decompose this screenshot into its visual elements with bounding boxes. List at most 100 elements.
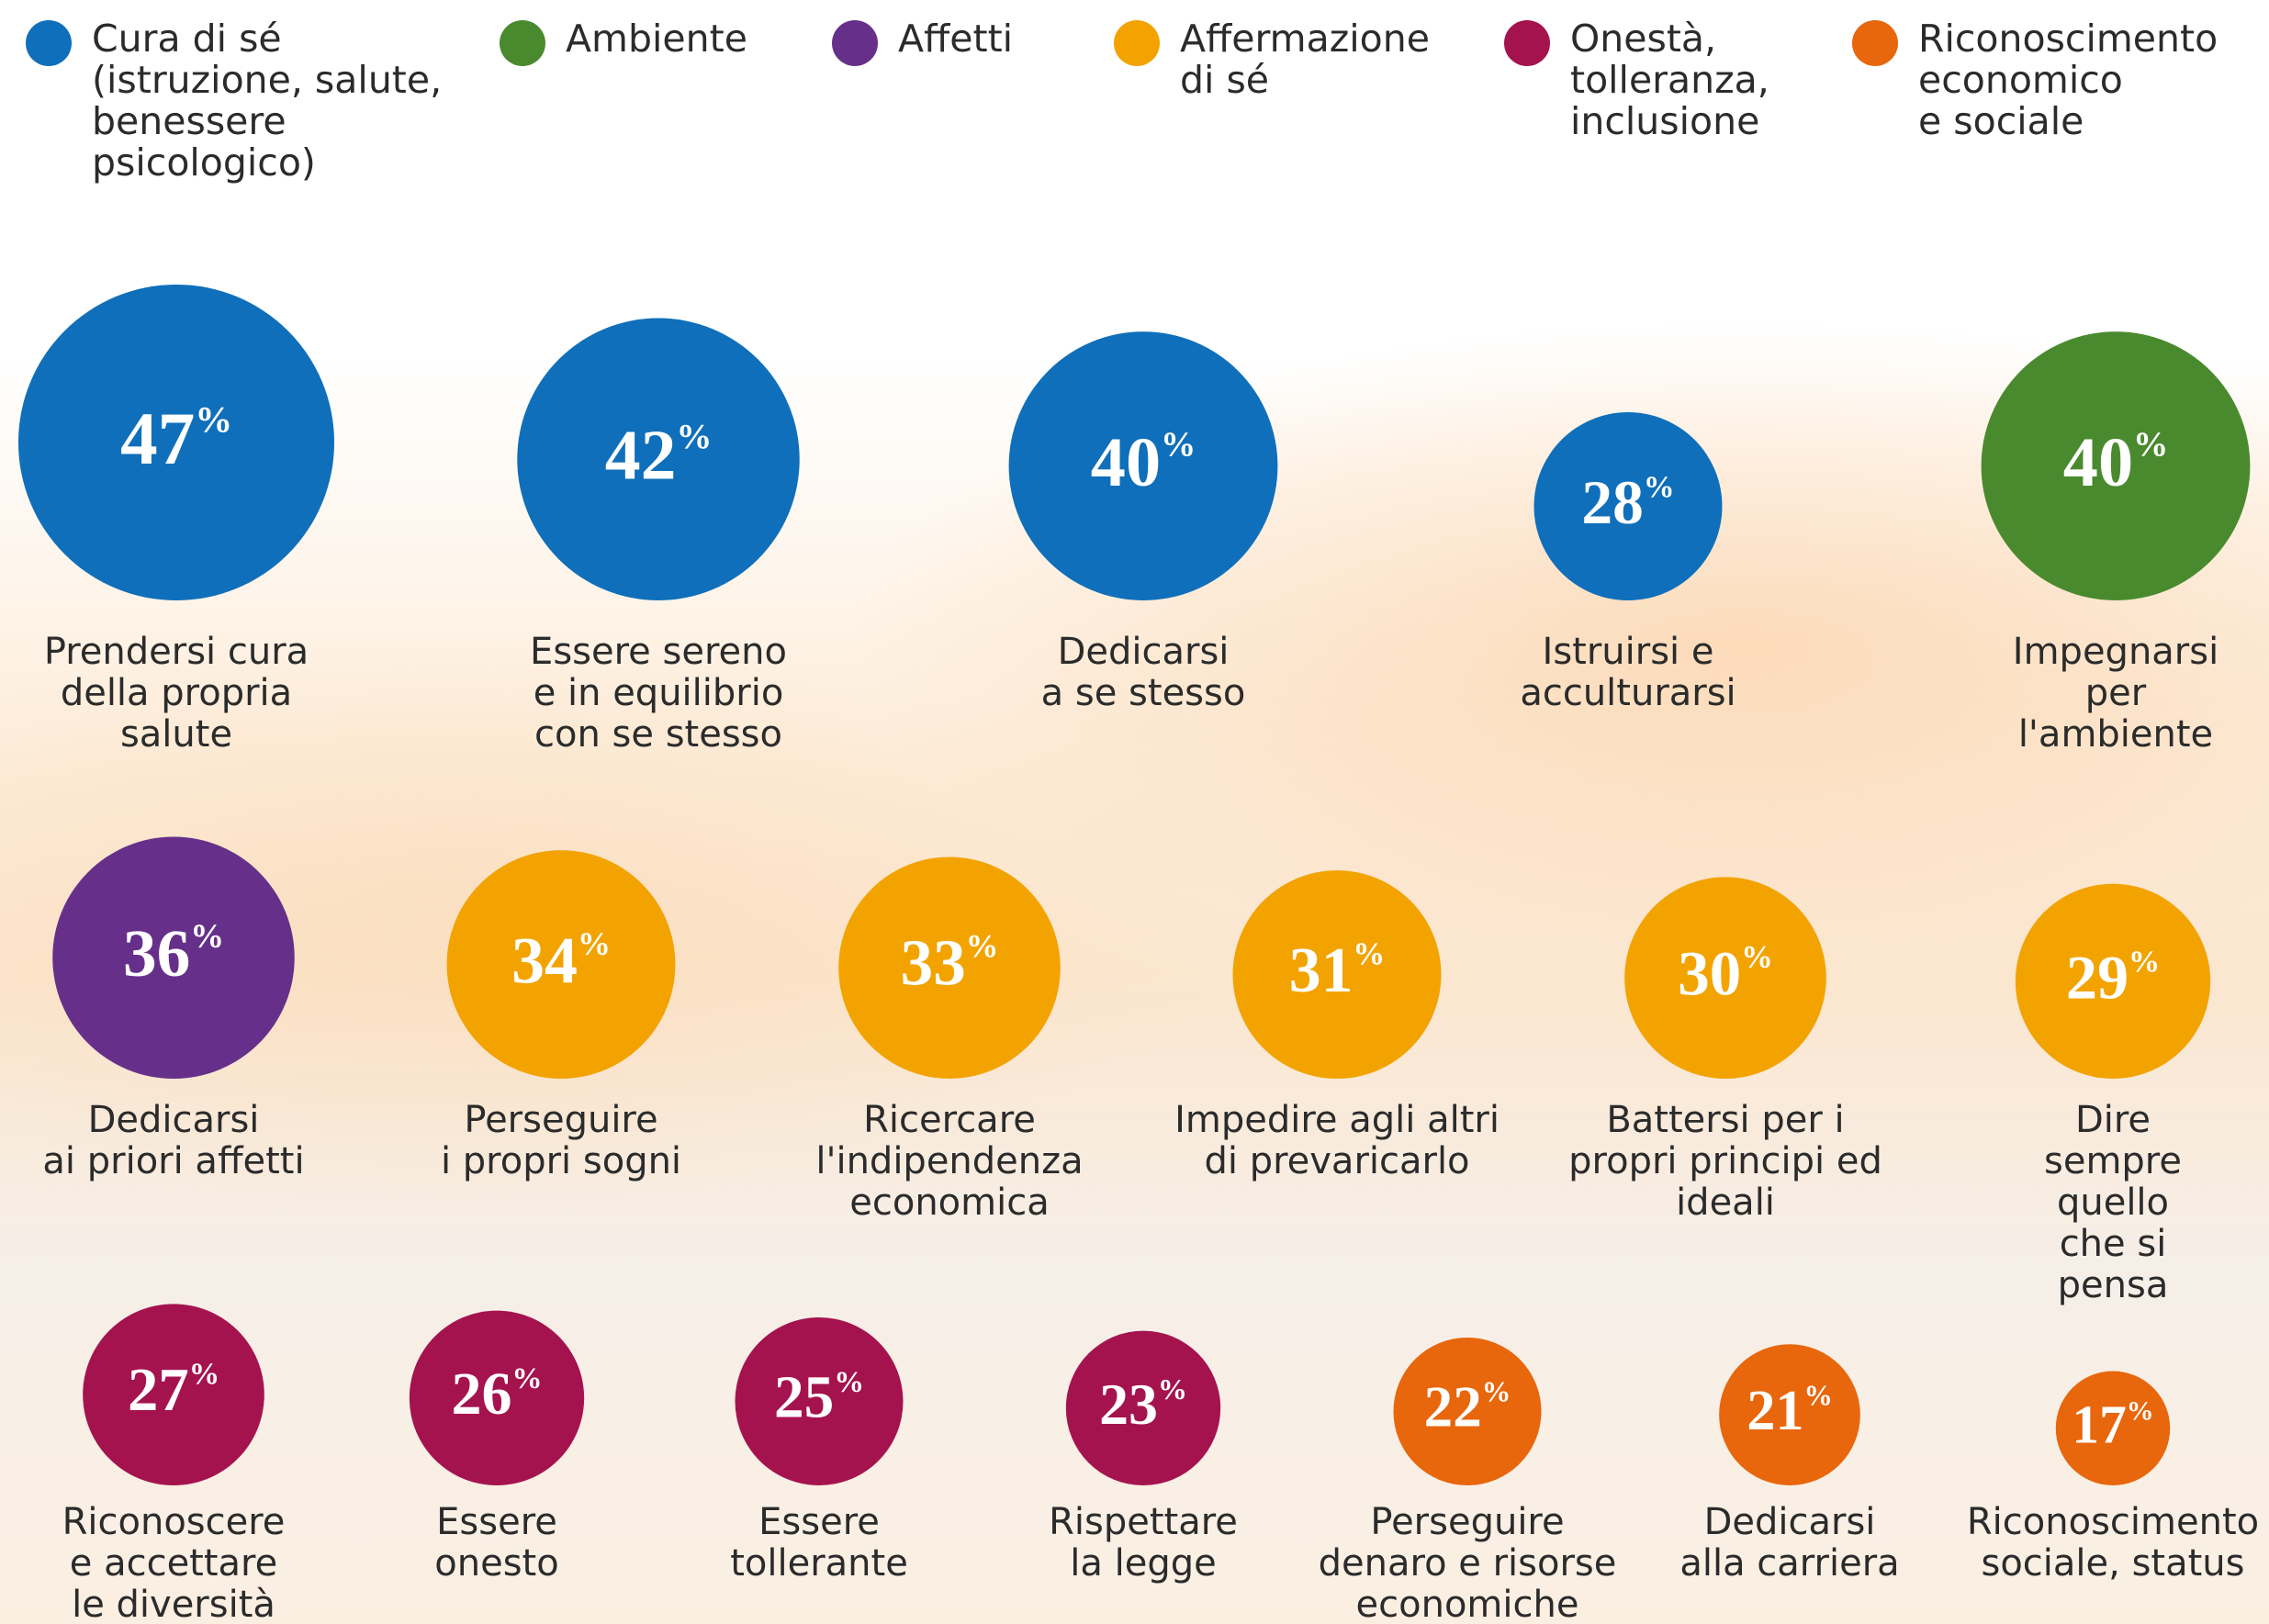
bubble (1065, 1330, 1221, 1485)
value-label: 17% (2072, 1393, 2153, 1456)
value-number: 22 (1423, 1374, 1482, 1439)
legend-dot (1852, 20, 1898, 66)
value-number: 29 (2065, 942, 2129, 1013)
value-label: 21% (1747, 1378, 1833, 1444)
bubble (2015, 883, 2211, 1079)
legend-label: Ambiente (566, 17, 747, 61)
value-label: 27% (128, 1356, 219, 1426)
value-unit: % (834, 1365, 864, 1399)
value-label: 26% (451, 1360, 542, 1429)
value-label: 30% (1678, 938, 1772, 1011)
bubble-label: Prendersi cura della propria salute (43, 631, 309, 756)
value-unit: % (1741, 940, 1773, 976)
bubble-label: Riconoscimento sociale, status (1966, 1501, 2260, 1585)
value-label: 34% (511, 923, 611, 999)
value-number: 34 (511, 924, 578, 998)
value-number: 21 (1747, 1379, 1804, 1443)
bubble-label: Istruirsi e acculturarsi (1520, 631, 1736, 714)
bubble-label: Dedicarsi ai priori affetti (42, 1099, 305, 1182)
bubble (1533, 412, 1723, 600)
bubble (83, 1304, 264, 1486)
value-label: 25% (774, 1363, 864, 1432)
value-number: 40 (1090, 422, 1162, 501)
bubble (1981, 331, 2251, 600)
value-number: 33 (900, 927, 966, 1000)
legend-label: Cura di sé (istruzione, salute, benesser… (92, 17, 443, 185)
bubble-label: Rispettare la legge (1049, 1501, 1238, 1585)
value-number: 36 (123, 916, 191, 991)
value-unit: % (1353, 935, 1386, 971)
value-number: 23 (1099, 1371, 1158, 1437)
bubble (735, 1317, 904, 1485)
value-unit: % (1643, 469, 1675, 504)
bubble (409, 1310, 585, 1485)
value-label: 36% (123, 915, 224, 992)
value-unit: % (190, 917, 224, 956)
value-label: 23% (1099, 1371, 1187, 1439)
legend-label: Onestà, tolleranza, inclusione (1570, 17, 1769, 143)
value-unit: % (511, 1361, 543, 1395)
value-unit: % (577, 924, 611, 962)
value-unit: % (1803, 1379, 1833, 1412)
value-unit: % (188, 1357, 220, 1392)
bubble-label: Dedicarsi alla carriera (1679, 1501, 1900, 1585)
bubble-label: Dedicarsi a se stesso (1040, 631, 1246, 714)
bubble (1624, 877, 1826, 1079)
value-label: 42% (605, 415, 713, 497)
legend-dot (500, 20, 545, 66)
bubble (1008, 331, 1278, 600)
bubble-label: Essere sereno e in equilibrio con se ste… (530, 631, 787, 756)
legend-dot (26, 20, 72, 66)
bubble (1393, 1337, 1542, 1485)
bubble (446, 850, 676, 1079)
bubble (1232, 870, 1442, 1079)
bubble-label: Riconoscere e accettare le diversità (62, 1501, 286, 1624)
bubble-label: Essere tollerante (730, 1501, 908, 1585)
bubble (1719, 1344, 1860, 1485)
value-unit: % (1481, 1376, 1511, 1409)
bubble-label: Perseguire denaro e risorse economiche (1318, 1501, 1617, 1624)
value-number: 17 (2072, 1394, 2127, 1455)
value-number: 25 (774, 1364, 835, 1430)
legend-dot (1504, 20, 1550, 66)
value-number: 47 (119, 396, 196, 480)
bubble-label: Impegnarsi per l'ambiente (2012, 631, 2219, 756)
bubble (52, 836, 295, 1079)
value-label: 22% (1424, 1374, 1511, 1441)
legend-label: Affermazione di sé (1180, 17, 1430, 102)
legend-dot (1114, 20, 1160, 66)
legend-dot (832, 20, 878, 66)
value-number: 40 (2062, 422, 2134, 501)
value-unit: % (676, 417, 713, 457)
value-label: 40% (2063, 422, 2168, 503)
value-unit: % (2126, 1396, 2154, 1427)
value-label: 47% (120, 396, 232, 482)
value-unit: % (1161, 425, 1196, 465)
value-unit: % (1157, 1372, 1187, 1406)
bubble (838, 857, 1061, 1079)
value-number: 28 (1581, 467, 1644, 537)
bubble-label: Battersi per i propri principi ed ideali (1568, 1099, 1882, 1224)
value-number: 26 (451, 1360, 512, 1428)
value-number: 27 (127, 1357, 189, 1425)
value-number: 30 (1678, 938, 1742, 1009)
bubble-label: Ricercare l'indipendenza economica (815, 1099, 1084, 1224)
value-unit: % (195, 398, 233, 441)
value-label: 40% (1091, 422, 1196, 503)
value-unit: % (965, 927, 999, 965)
value-label: 29% (2066, 941, 2160, 1014)
bubble-label: Impedire agli altri di prevaricarlo (1174, 1099, 1500, 1182)
value-label: 28% (1581, 467, 1674, 539)
bubble-label: Dire sempre quello che si pensa (2044, 1099, 2182, 1306)
value-number: 42 (604, 415, 677, 495)
bubble (17, 284, 335, 600)
bubble (2055, 1371, 2171, 1485)
bubble-label: Perseguire i propri sogni (440, 1099, 682, 1182)
value-number: 31 (1288, 935, 1354, 1006)
legend-label: Riconoscimento economico e sociale (1918, 17, 2218, 143)
bubble-label: Essere onesto (434, 1501, 559, 1585)
legend-label: Affetti (898, 17, 1014, 61)
value-label: 33% (901, 927, 999, 1002)
